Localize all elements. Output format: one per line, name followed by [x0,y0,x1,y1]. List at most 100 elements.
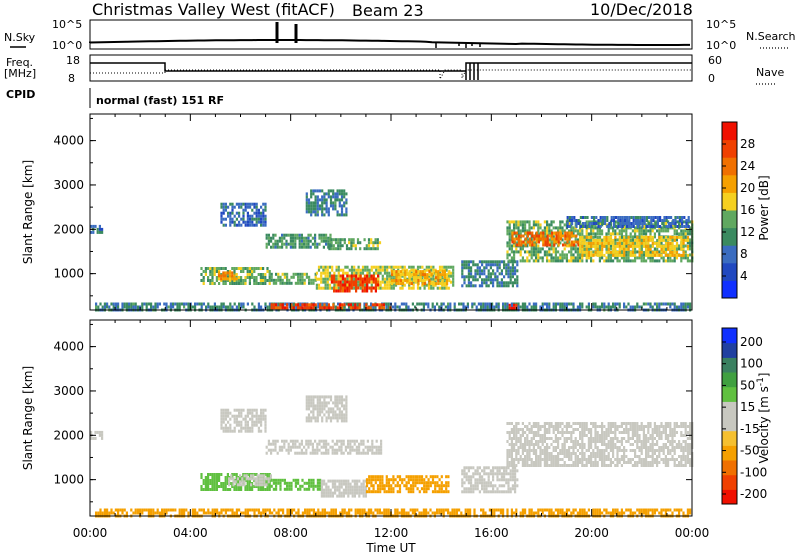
power-cell [332,195,335,199]
velocity-cell [472,490,475,494]
velocity-cell [334,508,337,512]
power-cell [297,303,300,307]
velocity-cell [506,511,509,515]
power-cell [642,253,645,257]
power-cell [392,280,395,284]
power-cell [489,266,492,270]
power-cell [283,272,286,276]
power-cell [320,265,323,269]
power-cell [609,253,612,257]
power-cell [220,220,223,224]
velocity-cell [343,508,346,512]
power-cell [492,278,495,282]
velocity-cell [325,445,328,449]
velocity-cell [261,480,264,484]
power-cell [686,238,690,242]
power-cell [572,247,575,251]
power-cell [669,256,672,260]
velocity-cell [461,481,464,485]
power-cell [279,275,282,279]
power-cell [320,280,323,284]
power-cell [609,256,612,260]
power-cell [443,286,446,290]
power-cell [257,217,260,221]
power-cell [650,225,653,228]
power-cell [581,229,584,233]
power-cell [546,259,549,263]
power-cell [642,256,645,260]
power-cell [607,244,610,248]
power-cell [367,244,371,248]
power-cell [581,232,584,236]
power-cell [382,303,385,307]
power-cell [647,229,650,233]
velocity-cell [229,508,232,512]
power-cell [489,260,492,264]
velocity-cell [425,475,428,479]
power-cell [495,302,498,306]
power-cell [228,271,232,275]
power-cell [419,276,422,280]
power-cell [497,302,500,306]
power-cell [485,260,488,264]
power-cell [253,223,256,227]
power-cell [585,220,588,224]
power-cell [355,286,358,290]
velocity-cell [492,472,495,476]
power-cell [557,243,560,247]
power-cell [397,279,400,283]
power-cell [680,305,683,309]
power-cell [686,302,689,306]
power-cell [563,302,566,306]
power-cell [662,229,665,233]
velocity-cell [236,483,239,487]
power-cell [348,305,351,309]
power-cell [576,253,579,257]
velocity-cell [342,451,345,455]
velocity-cell [304,511,307,515]
power-cell [670,222,673,225]
power-cell [487,275,490,279]
power-cell [513,253,516,257]
velocity-cell [320,482,323,486]
power-cell [634,305,637,309]
velocity-cell [165,508,168,512]
power-cell [660,302,663,306]
power-colorbar-swatch [722,210,737,229]
velocity-cell [496,490,499,494]
power-cell [154,305,157,309]
power-cell [550,223,553,227]
power-cell [328,277,332,281]
power-cell [592,302,595,306]
velocity-cell [347,439,350,443]
velocity-cell [488,508,491,512]
power-cell [631,229,634,233]
power-cell [552,247,555,251]
power-cell [583,250,586,254]
velocity-cell [686,511,689,515]
power-cell [431,302,434,306]
power-cell [231,282,234,285]
velocity-cell [218,479,221,482]
power-cell [320,233,323,237]
power-cell [253,267,256,270]
power-cell [654,225,657,228]
power-cell [682,229,685,233]
power-cell [483,269,486,273]
power-cell [235,217,238,221]
velocity-cell [390,487,393,491]
power-cell [305,275,308,279]
velocity-cell [667,508,670,512]
power-cell [543,235,546,239]
power-cell [590,225,593,228]
power-cell [268,305,271,309]
power-cell [642,244,646,248]
velocity-cell [213,488,216,491]
power-cell [275,281,278,285]
power-cell [264,220,267,224]
power-cell [526,240,529,244]
power-cell [392,286,395,290]
velocity-cell [383,511,386,515]
velocity-cell [474,484,477,488]
power-cell [327,207,330,211]
